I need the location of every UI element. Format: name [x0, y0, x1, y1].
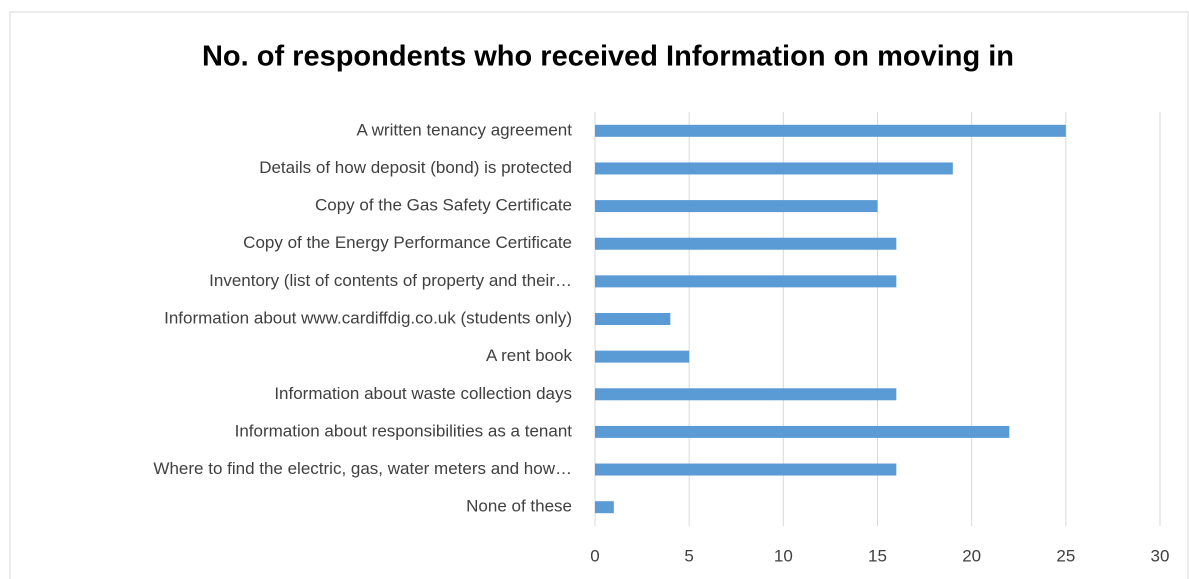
x-tick-label: 15 [868, 546, 887, 565]
x-tick-label: 25 [1056, 546, 1075, 565]
x-tick-label: 0 [590, 546, 599, 565]
bar [595, 237, 897, 250]
y-tick-label: Information about responsibilities as a … [235, 421, 573, 440]
bar [595, 350, 690, 363]
y-tick-label: Information about www.cardiffdig.co.uk (… [164, 308, 572, 327]
x-tick-label: 5 [684, 546, 693, 565]
bar [595, 313, 671, 325]
bar [595, 124, 1066, 137]
y-tick-label: Details of how deposit (bond) is protect… [259, 158, 572, 177]
y-tick-label: Copy of the Gas Safety Certificate [315, 196, 572, 215]
x-tick-label: 10 [774, 546, 793, 565]
y-tick-label: A written tenancy agreement [357, 120, 573, 139]
y-tick-label: A rent book [486, 346, 573, 365]
bar [595, 162, 953, 175]
y-tick-label: Inventory (list of contents of property … [209, 271, 572, 290]
bar [595, 425, 1010, 438]
bar [595, 275, 897, 288]
bar [595, 200, 878, 213]
bar [595, 388, 897, 401]
y-tick-label: Information about waste collection days [274, 384, 572, 403]
y-tick-label: Copy of the Energy Performance Certifica… [243, 233, 572, 252]
x-tick-label: 30 [1151, 546, 1170, 565]
bar [595, 463, 897, 476]
chart-title: No. of respondents who received Informat… [202, 41, 1014, 73]
bar [595, 501, 614, 514]
y-tick-label: Where to find the electric, gas, water m… [153, 459, 572, 478]
chart-frame [9, 11, 1189, 579]
y-tick-label: None of these [466, 497, 572, 516]
x-tick-label: 20 [962, 546, 981, 565]
